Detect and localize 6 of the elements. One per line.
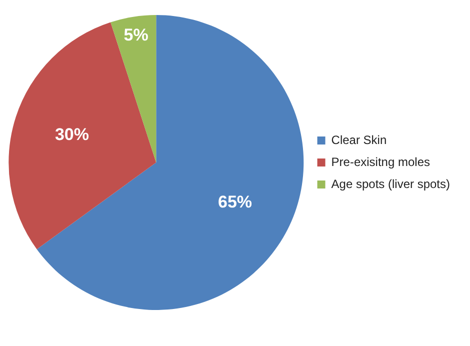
data-label: 5% (124, 25, 148, 44)
data-label: 65% (218, 192, 252, 212)
legend-label: Age spots (liver spots) (331, 176, 450, 191)
legend-label: Pre-exisitng moles (331, 154, 430, 169)
data-label: 30% (54, 124, 89, 144)
legend-label: Clear Skin (331, 132, 387, 147)
